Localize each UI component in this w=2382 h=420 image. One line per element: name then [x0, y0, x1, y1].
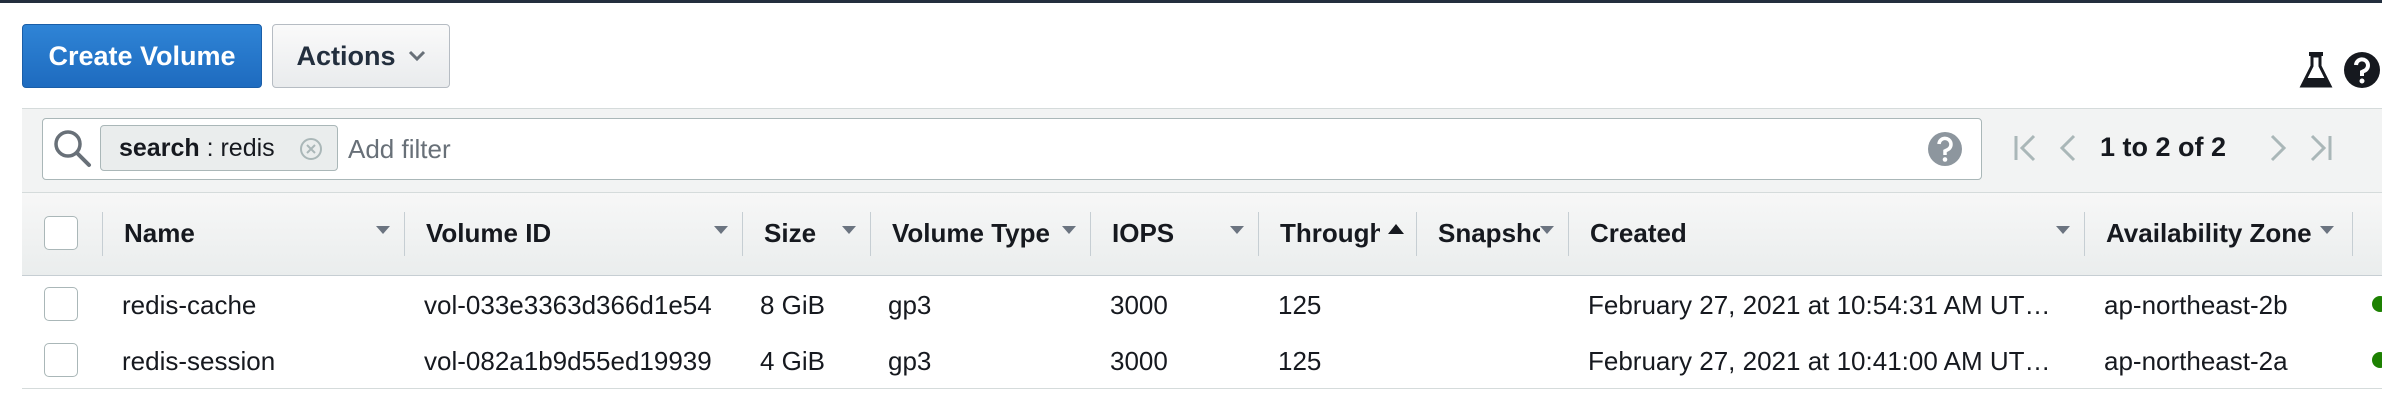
cell-created: February 27, 2021 at 10:41:00 AM UT…: [1588, 346, 2051, 376]
column-separator: [870, 212, 871, 256]
column-header-volume-id[interactable]: Volume ID: [426, 217, 552, 248]
sort-caret-icon[interactable]: [376, 226, 390, 234]
actions-label: Actions: [296, 40, 396, 71]
sort-caret-icon[interactable]: [1230, 226, 1244, 234]
add-filter-input[interactable]: [346, 126, 1910, 172]
table-row[interactable]: [22, 276, 2382, 333]
cell-availability-zone: ap-northeast-2a: [2104, 346, 2288, 376]
sort-caret-icon[interactable]: [842, 226, 856, 234]
sort-caret-icon[interactable]: [1062, 226, 1076, 234]
cell-volume-type: gp3: [888, 346, 932, 376]
filter-token-separator: :: [199, 133, 221, 162]
column-header-size[interactable]: Size: [764, 217, 817, 248]
cell-volume-id: vol-082a1b9d55ed19939: [424, 346, 712, 376]
column-separator: [1258, 212, 1259, 256]
cell-availability-zone: ap-northeast-2b: [2104, 290, 2288, 320]
status-ok-indicator: [2372, 352, 2382, 368]
cell-volume-type: gp3: [888, 290, 932, 320]
sort-ascending-icon[interactable]: [1388, 224, 1404, 234]
pagination-range: 1 to 2 of 2: [2100, 132, 2227, 162]
column-separator: [1416, 212, 1417, 256]
sort-caret-icon[interactable]: [2056, 226, 2070, 234]
previous-page-icon[interactable]: [2052, 132, 2084, 164]
cell-name: redis-cache: [122, 290, 257, 320]
filter-token-value: redis: [220, 133, 275, 162]
filter-token[interactable]: search : redis: [100, 125, 338, 171]
column-header-availability-zone[interactable]: Availability Zone: [2106, 217, 2312, 248]
help-icon[interactable]: [2342, 50, 2382, 90]
cell-name: redis-session: [122, 346, 276, 376]
next-page-icon[interactable]: [2262, 132, 2294, 164]
top-border: [0, 0, 2382, 3]
chevron-down-icon: [408, 50, 426, 62]
cell-size: 4 GiB: [760, 346, 826, 376]
column-separator: [1090, 212, 1091, 256]
table-row[interactable]: [22, 332, 2382, 389]
sort-caret-icon[interactable]: [2320, 226, 2334, 234]
sort-caret-icon[interactable]: [714, 226, 728, 234]
cell-iops: 3000: [1110, 290, 1168, 320]
filter-token-key: search: [119, 133, 200, 162]
column-separator: [2352, 212, 2353, 256]
column-separator: [1568, 212, 1569, 256]
column-separator: [102, 212, 103, 256]
select-all-checkbox[interactable]: [44, 216, 78, 250]
table-header: [22, 192, 2382, 276]
column-separator: [2084, 212, 2085, 256]
column-header-name[interactable]: Name: [124, 217, 195, 248]
column-header-throughput[interactable]: Throughput: [1280, 217, 1380, 248]
create-volume-label: Create Volume: [48, 40, 236, 71]
column-header-created[interactable]: Created: [1590, 217, 1687, 248]
remove-token-icon[interactable]: [299, 137, 323, 161]
column-header-volume-type[interactable]: Volume Type: [892, 217, 1050, 248]
cell-throughput: 125: [1278, 290, 1322, 320]
row-checkbox[interactable]: [44, 343, 78, 377]
cell-volume-id: vol-033e3363d366d1e54: [424, 290, 712, 320]
last-page-icon[interactable]: [2304, 132, 2336, 164]
column-header-snapshot[interactable]: Snapshot: [1438, 217, 1540, 248]
cell-size: 8 GiB: [760, 290, 826, 320]
sort-caret-icon[interactable]: [1540, 226, 1554, 234]
column-separator: [404, 212, 405, 256]
row-checkbox[interactable]: [44, 287, 78, 321]
cell-created: February 27, 2021 at 10:54:31 AM UT…: [1588, 290, 2051, 320]
actions-dropdown-button[interactable]: Actions: [272, 24, 450, 88]
cell-throughput: 125: [1278, 346, 1322, 376]
status-ok-indicator: [2372, 296, 2382, 312]
column-header-iops[interactable]: IOPS: [1112, 217, 1175, 248]
column-separator: [742, 212, 743, 256]
search-icon: [50, 126, 94, 170]
create-volume-button[interactable]: Create Volume: [22, 24, 262, 88]
first-page-icon[interactable]: [2010, 132, 2042, 164]
filter-help-icon[interactable]: [1926, 130, 1964, 168]
flask-icon[interactable]: [2296, 50, 2336, 90]
cell-iops: 3000: [1110, 346, 1168, 376]
